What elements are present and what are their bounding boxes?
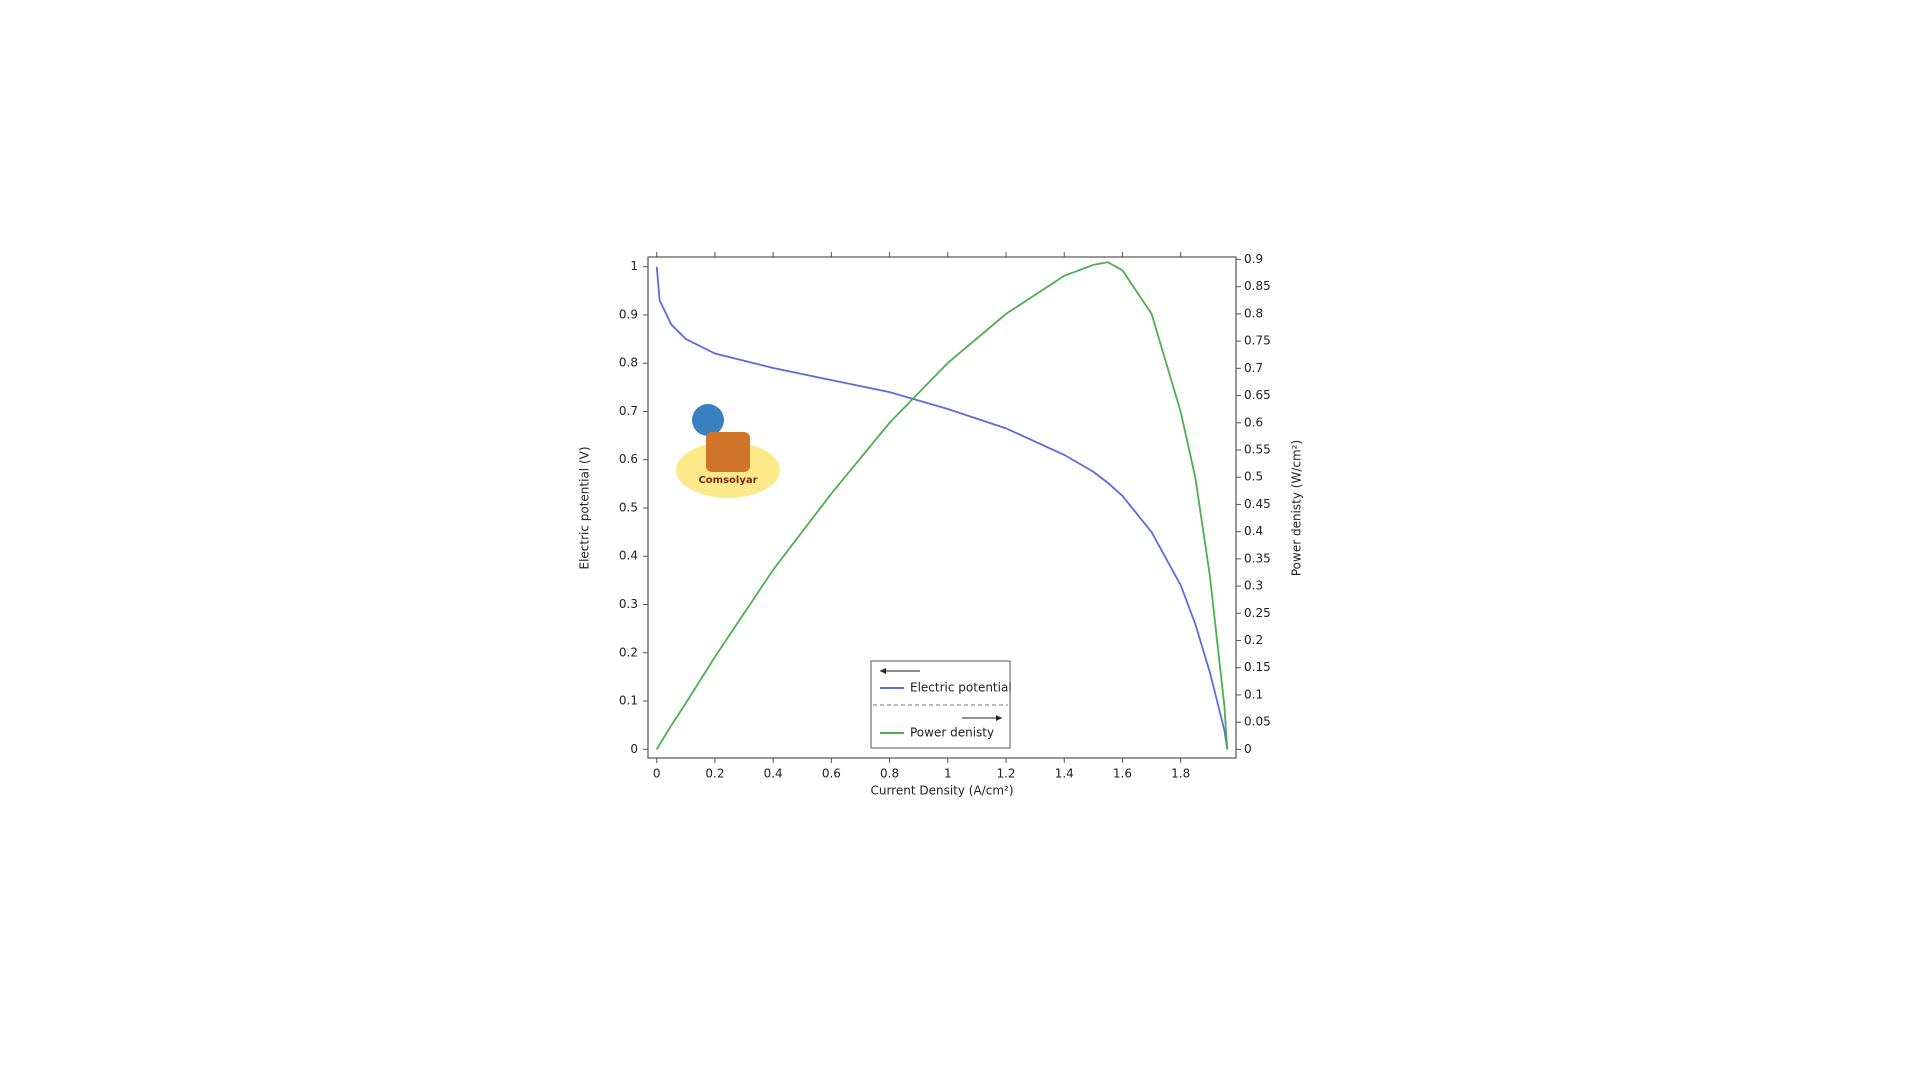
y2-tick-label: 0.75 (1244, 334, 1271, 348)
legend-arrow (996, 715, 1002, 721)
x-tick-label: 0.4 (764, 767, 783, 781)
y2-tick-label: 0 (1244, 742, 1252, 756)
x-tick-label: 1.2 (996, 767, 1015, 781)
y-tick-label: 0.5 (619, 500, 638, 514)
y2-tick-label: 0.5 (1244, 470, 1263, 484)
legend-label: Power denisty (910, 726, 994, 740)
y-tick-label: 0.8 (619, 356, 638, 370)
x-axis-label: Current Density (A/cm²) (870, 784, 1013, 798)
x-tick-label: 0.8 (880, 767, 899, 781)
y2-tick-label: 0.8 (1244, 306, 1263, 320)
y-tick-label: 0.7 (619, 404, 638, 418)
y-tick-label: 0.2 (619, 645, 638, 659)
watermark: Comsolyar (698, 475, 757, 486)
y2-tick-label: 0.25 (1244, 606, 1271, 620)
data-line (655, 261, 1229, 750)
y2-axis-label: Power denisty (W/cm²) (1290, 440, 1304, 576)
y-tick-label: 0.1 (619, 694, 638, 708)
y2-tick-label: 0.3 (1244, 579, 1263, 593)
y2-tick-label: 0.05 (1244, 715, 1271, 729)
y2-tick-label: 0.45 (1244, 497, 1271, 511)
y-axis-label: Electric potential (V) (578, 446, 592, 569)
y-tick-label: 0.6 (619, 452, 638, 466)
watermark-logo: Comsolyar (676, 404, 780, 498)
legend-arrow (880, 668, 886, 674)
x-tick-label: 1.4 (1055, 767, 1074, 781)
y2-tick-label: 0.9 (1244, 252, 1263, 266)
x-tick-label: 1.8 (1171, 767, 1190, 781)
y2-tick-label: 0.2 (1244, 633, 1263, 647)
legend-label: Electric potential (910, 681, 1012, 695)
y2-tick-label: 0.35 (1244, 551, 1271, 565)
y2-tick-label: 0.55 (1244, 442, 1271, 456)
y-tick-label: 0.9 (619, 307, 638, 321)
x-tick-label: 0.2 (705, 767, 724, 781)
y-tick-label: 0.4 (619, 549, 638, 563)
y2-tick-label: 0.85 (1244, 279, 1271, 293)
y2-tick-label: 0.65 (1244, 388, 1271, 402)
logo-shape (706, 432, 750, 472)
y2-tick-label: 0.7 (1244, 361, 1263, 375)
logo-shape (692, 404, 724, 436)
data-line (655, 266, 1229, 750)
y-tick-label: 1 (630, 259, 638, 273)
y-tick-label: 0.3 (619, 597, 638, 611)
x-tick-label: 1.6 (1113, 767, 1132, 781)
y-tick-label: 0 (630, 742, 638, 756)
y2-tick-label: 0.4 (1244, 524, 1263, 538)
y2-tick-label: 0.1 (1244, 687, 1263, 701)
y2-tick-label: 0.6 (1244, 415, 1263, 429)
x-tick-label: 0.6 (822, 767, 841, 781)
x-tick-label: 0 (653, 767, 661, 781)
y2-tick-label: 0.15 (1244, 660, 1271, 674)
x-tick-label: 1 (944, 767, 952, 781)
